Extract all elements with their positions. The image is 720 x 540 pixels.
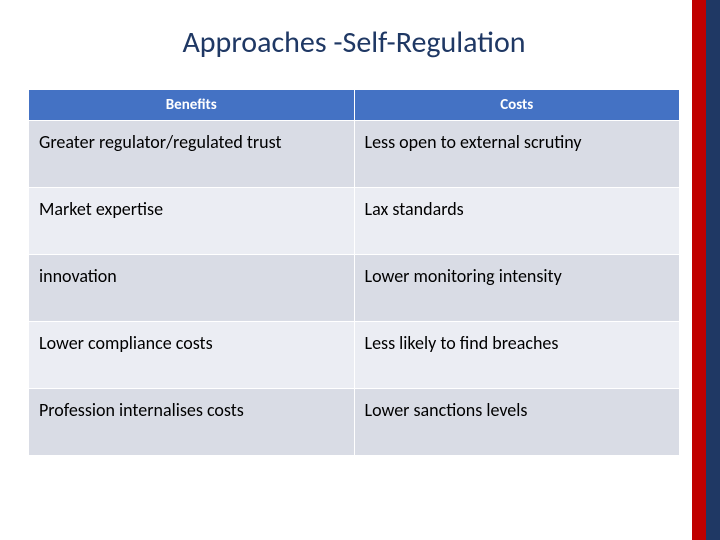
- cell-cost: Lax standards: [354, 188, 680, 255]
- table-header-row: Benefits Costs: [29, 90, 680, 121]
- col-header-benefits: Benefits: [29, 90, 355, 121]
- title-part-2: -Self-Regulation: [333, 24, 525, 61]
- cell-benefit: Greater regulator/regulated trust: [29, 121, 355, 188]
- cell-cost: Lower sanctions levels: [354, 389, 680, 456]
- cell-benefit: Market expertise: [29, 188, 355, 255]
- cell-cost: Lower monitoring intensity: [354, 255, 680, 322]
- table-row: innovation Lower monitoring intensity: [29, 255, 680, 322]
- cell-benefit: innovation: [29, 255, 355, 322]
- table-row: Market expertise Lax standards: [29, 188, 680, 255]
- col-header-costs: Costs: [354, 90, 680, 121]
- slide-content: Approaches -Self-Regulation Benefits Cos…: [28, 0, 680, 540]
- table-row: Greater regulator/regulated trust Less o…: [29, 121, 680, 188]
- cell-cost: Less likely to find breaches: [354, 322, 680, 389]
- benefits-costs-table: Benefits Costs Greater regulator/regulat…: [28, 89, 680, 456]
- accent-stripe-red: [692, 0, 706, 540]
- table-row: Profession internalises costs Lower sanc…: [29, 389, 680, 456]
- table-row: Lower compliance costs Less likely to fi…: [29, 322, 680, 389]
- accent-stripe-navy: [706, 0, 720, 540]
- cell-benefit: Profession internalises costs: [29, 389, 355, 456]
- slide-title: Approaches -Self-Regulation: [28, 0, 680, 89]
- title-part-1: Approaches: [182, 24, 333, 61]
- cell-benefit: Lower compliance costs: [29, 322, 355, 389]
- cell-cost: Less open to external scrutiny: [354, 121, 680, 188]
